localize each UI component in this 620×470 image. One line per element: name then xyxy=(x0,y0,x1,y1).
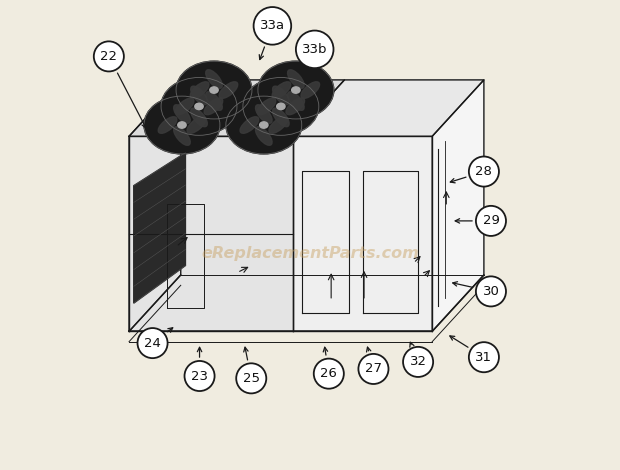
Circle shape xyxy=(296,31,334,68)
Ellipse shape xyxy=(258,61,334,119)
Ellipse shape xyxy=(255,127,272,145)
Ellipse shape xyxy=(178,122,186,128)
Circle shape xyxy=(254,7,291,45)
Circle shape xyxy=(476,206,506,236)
Circle shape xyxy=(358,354,389,384)
Circle shape xyxy=(94,41,124,71)
Ellipse shape xyxy=(260,122,268,128)
Ellipse shape xyxy=(161,78,237,135)
Text: 25: 25 xyxy=(243,372,260,385)
Circle shape xyxy=(403,347,433,377)
Ellipse shape xyxy=(288,70,304,88)
Ellipse shape xyxy=(255,105,272,123)
Ellipse shape xyxy=(291,87,300,93)
Polygon shape xyxy=(293,136,432,331)
Ellipse shape xyxy=(187,117,206,133)
Ellipse shape xyxy=(210,87,218,93)
Circle shape xyxy=(469,342,499,372)
Ellipse shape xyxy=(191,86,207,105)
Polygon shape xyxy=(129,136,293,331)
Ellipse shape xyxy=(243,78,319,135)
Text: 26: 26 xyxy=(321,367,337,380)
Text: 28: 28 xyxy=(476,165,492,178)
Ellipse shape xyxy=(174,127,190,145)
Circle shape xyxy=(185,361,215,391)
Ellipse shape xyxy=(195,103,203,110)
Ellipse shape xyxy=(144,96,220,154)
Ellipse shape xyxy=(240,117,259,133)
Text: eReplacementParts.com: eReplacementParts.com xyxy=(201,246,419,261)
Ellipse shape xyxy=(206,92,223,110)
Ellipse shape xyxy=(190,82,209,98)
Ellipse shape xyxy=(206,70,223,88)
Text: 23: 23 xyxy=(191,369,208,383)
Ellipse shape xyxy=(286,98,304,115)
Ellipse shape xyxy=(191,108,207,127)
Ellipse shape xyxy=(257,98,276,115)
Ellipse shape xyxy=(272,82,291,98)
Ellipse shape xyxy=(176,61,252,119)
Text: 33a: 33a xyxy=(260,19,285,32)
Text: 29: 29 xyxy=(482,214,499,227)
Circle shape xyxy=(476,276,506,306)
Ellipse shape xyxy=(174,105,190,123)
Polygon shape xyxy=(129,80,181,331)
Text: 30: 30 xyxy=(482,285,499,298)
Polygon shape xyxy=(293,80,484,136)
Circle shape xyxy=(236,363,267,393)
Circle shape xyxy=(314,359,344,389)
Ellipse shape xyxy=(288,92,304,110)
Ellipse shape xyxy=(301,82,319,98)
Circle shape xyxy=(469,157,499,187)
Text: 22: 22 xyxy=(100,50,117,63)
Ellipse shape xyxy=(273,86,289,105)
Text: 27: 27 xyxy=(365,362,382,376)
Text: 31: 31 xyxy=(476,351,492,364)
Ellipse shape xyxy=(175,98,194,115)
Polygon shape xyxy=(129,80,345,136)
Polygon shape xyxy=(432,80,484,331)
Ellipse shape xyxy=(269,117,288,133)
Text: 33b: 33b xyxy=(302,43,327,56)
Ellipse shape xyxy=(158,117,177,133)
Text: 32: 32 xyxy=(410,355,427,368)
Ellipse shape xyxy=(219,82,237,98)
Ellipse shape xyxy=(273,108,289,127)
Ellipse shape xyxy=(277,103,285,110)
Polygon shape xyxy=(134,153,185,303)
Circle shape xyxy=(138,328,167,358)
Ellipse shape xyxy=(204,98,223,115)
Text: 24: 24 xyxy=(144,337,161,350)
Ellipse shape xyxy=(226,96,302,154)
